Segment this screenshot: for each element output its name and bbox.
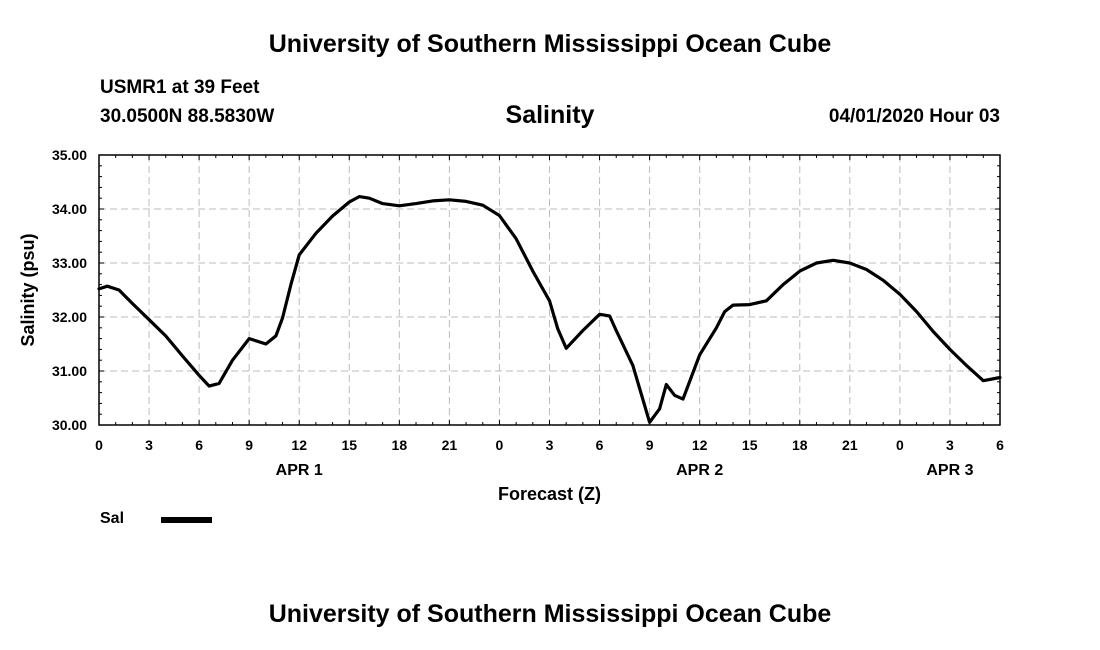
station-label: USMR1 at 39 Feet [100,77,260,98]
x-tick-label: 9 [245,437,253,453]
coordinates-label: 30.0500N 88.5830W [100,106,275,127]
y-tick-label: 34.00 [52,201,87,217]
x-tick-label: 3 [946,437,954,453]
y-tick-label: 32.00 [52,309,87,325]
x-tick-label: 6 [195,437,203,453]
date-label: APR 3 [926,462,973,479]
x-tick-label: 6 [996,437,1004,453]
x-tick-label: 0 [95,437,103,453]
series-line-sal [97,195,1002,424]
x-tick-label: 9 [646,437,654,453]
x-tick-label: 18 [392,437,408,453]
x-tick-label: 21 [442,437,458,453]
x-tick-label: 15 [341,437,357,453]
x-tick-label: 12 [692,437,708,453]
x-tick-label: 0 [496,437,504,453]
x-tick-label: 18 [792,437,808,453]
axis-labels: 0 3 6 9 12 15 18 21 0 3 6 9 12 15 18 21 0 3 6 30.00 31.00 32.… [18,147,1004,504]
date-label: APR 1 [276,462,323,479]
legend-label: Sal [100,510,125,527]
x-tick-label: 6 [596,437,604,453]
x-axis-title: Forecast (Z) [498,484,601,504]
x-tick-label: 0 [896,437,904,453]
series-group [97,195,1002,424]
x-tick-label: 3 [546,437,554,453]
axes [98,154,1001,426]
legend-swatch [161,517,212,523]
y-tick-label: 35.00 [52,147,87,163]
y-tick-label: 33.00 [52,255,87,271]
date-label: APR 2 [676,462,723,479]
y-tick-label: 30.00 [52,417,87,433]
x-tick-label: 21 [842,437,858,453]
datetime-label: 04/01/2020 Hour 03 [828,106,1000,127]
x-tick-label: 12 [291,437,307,453]
x-tick-label: 3 [145,437,153,453]
x-tick-label: 15 [742,437,758,453]
y-axis-title: Salinity (psu) [18,233,38,346]
chart-title: Salinity [505,101,595,129]
grid-lines [99,155,1000,425]
plot-frame [98,154,1001,426]
footer-title: University of Southern Mississippi Ocean… [268,600,832,628]
y-tick-label: 31.00 [52,363,87,379]
page-title: University of Southern Mississippi Ocean… [268,30,832,58]
